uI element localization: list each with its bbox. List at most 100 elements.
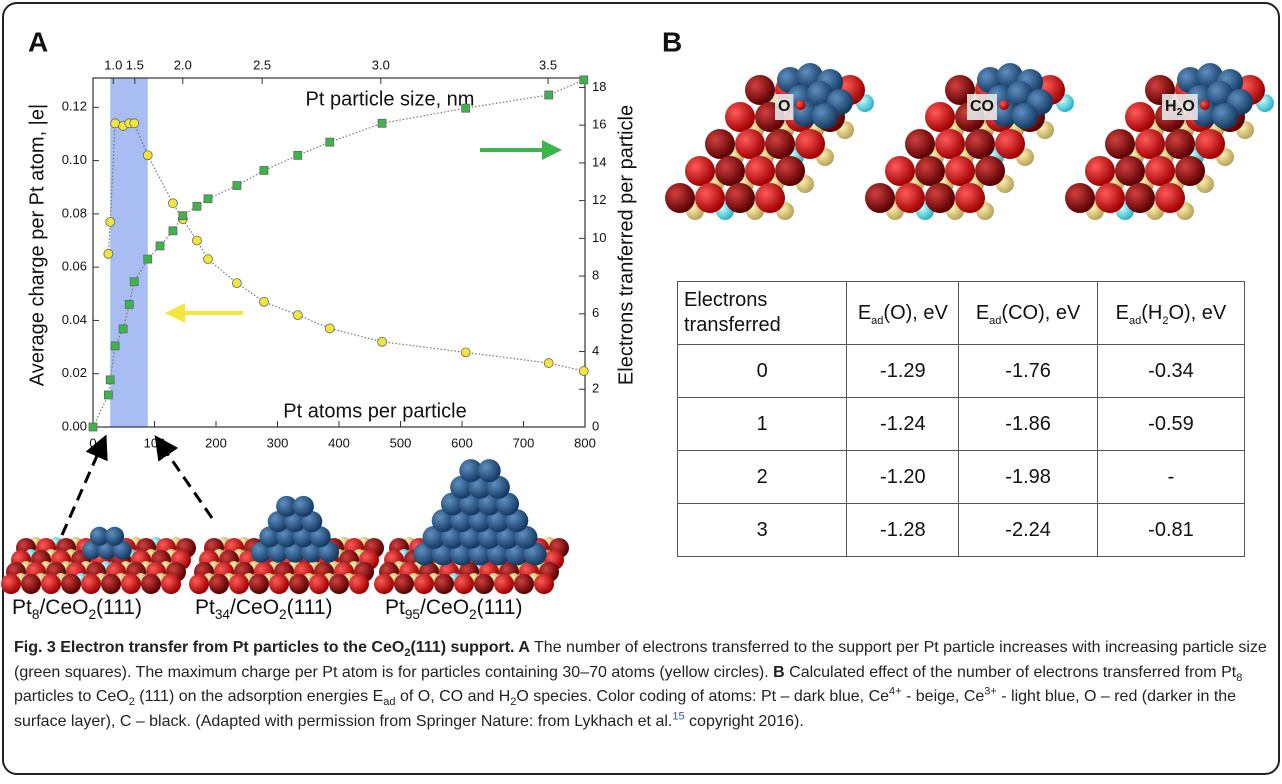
header-text: ad [989,315,1001,327]
y2-tick-label: 0 [592,418,599,433]
text-part: /CeO [39,596,88,619]
text-part: 2 [469,607,477,622]
caption-text: (111) support. A [410,639,529,656]
data-point [378,119,386,127]
y2-tick-label: 2 [592,381,599,396]
y2-tick-label: 16 [592,117,606,132]
caption-text: ad [383,696,395,708]
atom [695,183,725,213]
table-row: 1-1.24-1.86-0.59 [678,398,1245,451]
y2-tick-label: 14 [592,154,606,169]
atom [965,129,995,159]
atom [1155,183,1185,213]
atom [189,574,209,594]
table-cell: -1.86 [959,398,1098,451]
header-text: (O), eV [883,302,947,324]
text-part: 95 [405,607,421,622]
atom [329,574,349,594]
figure: A B 01002003004005006007008001.01.52.02.… [0,0,1282,784]
atom [534,574,554,594]
data-point [193,202,201,210]
header-text: E [976,302,989,324]
header-text: E [858,302,871,324]
data-point [462,104,470,112]
text-part: /CeO [420,596,469,619]
text-part: (111) [477,596,523,619]
text-part: Pt [195,596,215,619]
table-row: 2-1.20-1.98- [678,451,1245,504]
highlight-band [110,78,148,427]
atom [1145,156,1175,186]
atom [755,183,785,213]
atom [289,574,309,594]
atom [229,574,249,594]
atom [349,574,369,594]
atom [1085,156,1115,186]
y-tick-label: 0.10 [62,152,87,167]
table-cell: -2.24 [959,504,1098,557]
atom [915,156,945,186]
data-point [179,212,187,220]
table-row: 0-1.29-1.76-0.34 [678,345,1245,398]
atom [725,183,755,213]
atom [715,156,745,186]
y-tick-label: 0.00 [62,418,87,433]
trend-line [108,123,583,371]
pointer-arrow [62,440,104,535]
text-part: H [1165,98,1177,115]
header-text: E [1116,302,1129,324]
structure-label: Pt8/CeO2(111) [12,596,142,623]
x2-tick-label: 3.0 [372,57,390,72]
atom [1125,102,1155,132]
table-row: 3-1.28-2.24-0.81 [678,504,1245,557]
y2-tick-label: 18 [592,79,606,94]
atom [1105,129,1135,159]
text-part: 8 [32,607,40,622]
data-point [579,367,588,376]
table-cell: -1.20 [847,451,959,504]
table-cell: -1.76 [959,345,1098,398]
atom [1195,129,1225,159]
y-tick-label: 0.04 [62,312,87,327]
atom [514,574,534,594]
y2-tick-label: 12 [592,192,606,207]
data-point [130,119,139,128]
x2-tick-label: 2.0 [174,57,192,72]
atom [665,183,695,213]
structure-label: Pt34/CeO2(111) [195,596,333,623]
atom [394,574,414,594]
atom [795,129,825,159]
data-point [156,242,164,250]
data-point [204,195,212,203]
atom [269,574,289,594]
table-cell: -1.98 [959,451,1098,504]
atom [249,574,269,594]
atom [293,496,314,517]
atom [735,129,765,159]
caption-text: (111) on the adsorption energies E [135,688,383,705]
atom [925,183,955,213]
data-point [125,300,133,308]
header-cell: Ead(CO), eV [959,282,1098,345]
atom [1115,156,1145,186]
atom [478,459,501,482]
text-part: O [1182,98,1194,115]
data-point [169,227,177,235]
plot-frame [93,78,585,427]
atom [1200,100,1210,110]
atom [1,574,21,594]
data-point [106,217,115,226]
panel-label: B [662,26,682,57]
atom [161,574,181,594]
data-point [293,311,302,320]
atom [1165,129,1195,159]
atom [41,574,61,594]
atom [705,129,735,159]
data-point [544,359,553,368]
caption-text: copyright 2016). [685,713,804,730]
x-tick-label: 800 [574,435,596,450]
y-tick-label: 0.02 [62,365,87,380]
data-point [143,151,152,160]
